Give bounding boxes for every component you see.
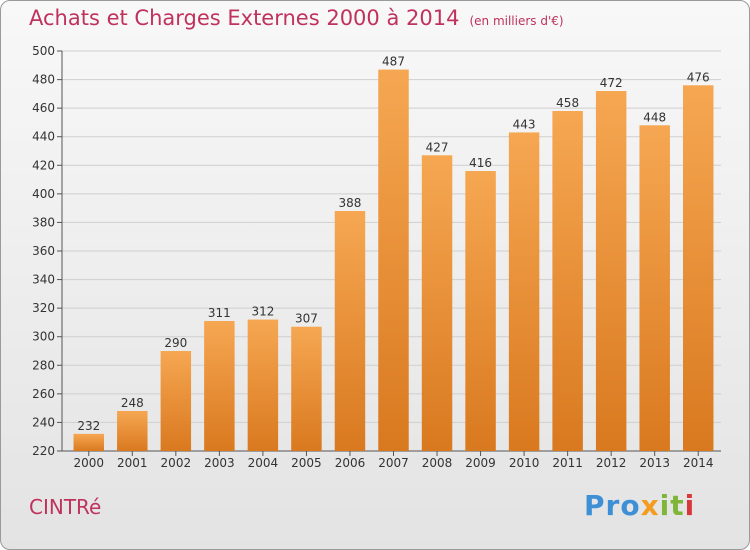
x-tick-label: 2004	[248, 456, 279, 470]
labels: 2000 232 2001 248 2002 290 2003 311 2004 312 2005 3…	[73, 55, 713, 470]
bars	[73, 69, 714, 452]
y-tick-label: 460	[32, 101, 55, 115]
x-tick-label: 2007	[378, 456, 409, 470]
data-label: 443	[513, 117, 536, 131]
data-label: 290	[164, 336, 187, 350]
data-label: 416	[469, 156, 492, 170]
bar	[334, 211, 366, 451]
bar	[595, 91, 627, 451]
data-label: 458	[556, 96, 579, 110]
data-label: 312	[251, 305, 274, 319]
y-tick-label: 380	[32, 215, 55, 229]
bar	[160, 351, 192, 451]
y-tick-label: 220	[32, 444, 55, 458]
y-tick-label: 360	[32, 244, 55, 258]
unit-note: (en milliers d'€)	[469, 14, 564, 28]
proxiti-logo: Proxiti	[584, 489, 695, 522]
data-label: 476	[687, 70, 710, 84]
logo-part: Pro	[584, 489, 641, 522]
y-tick-label: 320	[32, 301, 55, 315]
x-tick-label: 2006	[335, 456, 366, 470]
commune-name: CINTRé	[29, 495, 102, 519]
bar	[639, 125, 670, 452]
x-tick-label: 2001	[117, 456, 148, 470]
data-label: 427	[426, 140, 449, 154]
y-tick-label: 480	[32, 73, 55, 87]
y-tick-label: 440	[32, 130, 55, 144]
x-tick-label: 2014	[683, 456, 714, 470]
y-tick-label: 240	[32, 415, 55, 429]
bar	[421, 155, 453, 452]
x-tick-label: 2012	[596, 456, 627, 470]
bar	[291, 326, 322, 451]
data-label: 448	[643, 110, 666, 124]
x-tick-label: 2013	[639, 456, 670, 470]
x-tick-label: 2002	[161, 456, 192, 470]
bar	[204, 321, 235, 451]
data-label: 472	[600, 76, 623, 90]
chart-title: Achats et Charges Externes 2000 à 2014 (e…	[29, 6, 564, 30]
x-tick-label: 2003	[204, 456, 235, 470]
x-tick-label: 2000	[73, 456, 104, 470]
x-tick-label: 2010	[509, 456, 540, 470]
bar	[465, 171, 496, 451]
data-label: 248	[121, 396, 144, 410]
data-label: 388	[339, 196, 362, 210]
logo-part: i	[684, 489, 696, 522]
bar	[552, 111, 583, 451]
bar	[247, 319, 279, 451]
bar	[508, 132, 540, 451]
data-label: 307	[295, 312, 318, 326]
y-tick-label: 300	[32, 330, 55, 344]
x-tick-label: 2011	[552, 456, 583, 470]
y-tick-label: 420	[32, 158, 55, 172]
logo-part: x	[640, 489, 660, 522]
y-tick-label: 280	[32, 358, 55, 372]
x-tick-label: 2008	[422, 456, 453, 470]
data-label: 487	[382, 55, 405, 69]
logo-part: it	[659, 489, 685, 522]
y-tick-label: 500	[32, 44, 55, 58]
x-tick-label: 2005	[291, 456, 322, 470]
y-tick-label: 260	[32, 387, 55, 401]
chart-title-text: Achats et Charges Externes 2000 à 2014	[29, 6, 460, 30]
bar	[73, 433, 105, 451]
bar	[682, 85, 714, 452]
data-label: 232	[77, 419, 100, 433]
x-tick-label: 2009	[465, 456, 496, 470]
data-label: 311	[208, 306, 231, 320]
bar	[117, 411, 148, 451]
y-tick-label: 340	[32, 273, 55, 287]
y-tick-label: 400	[32, 187, 55, 201]
bar	[378, 69, 409, 452]
